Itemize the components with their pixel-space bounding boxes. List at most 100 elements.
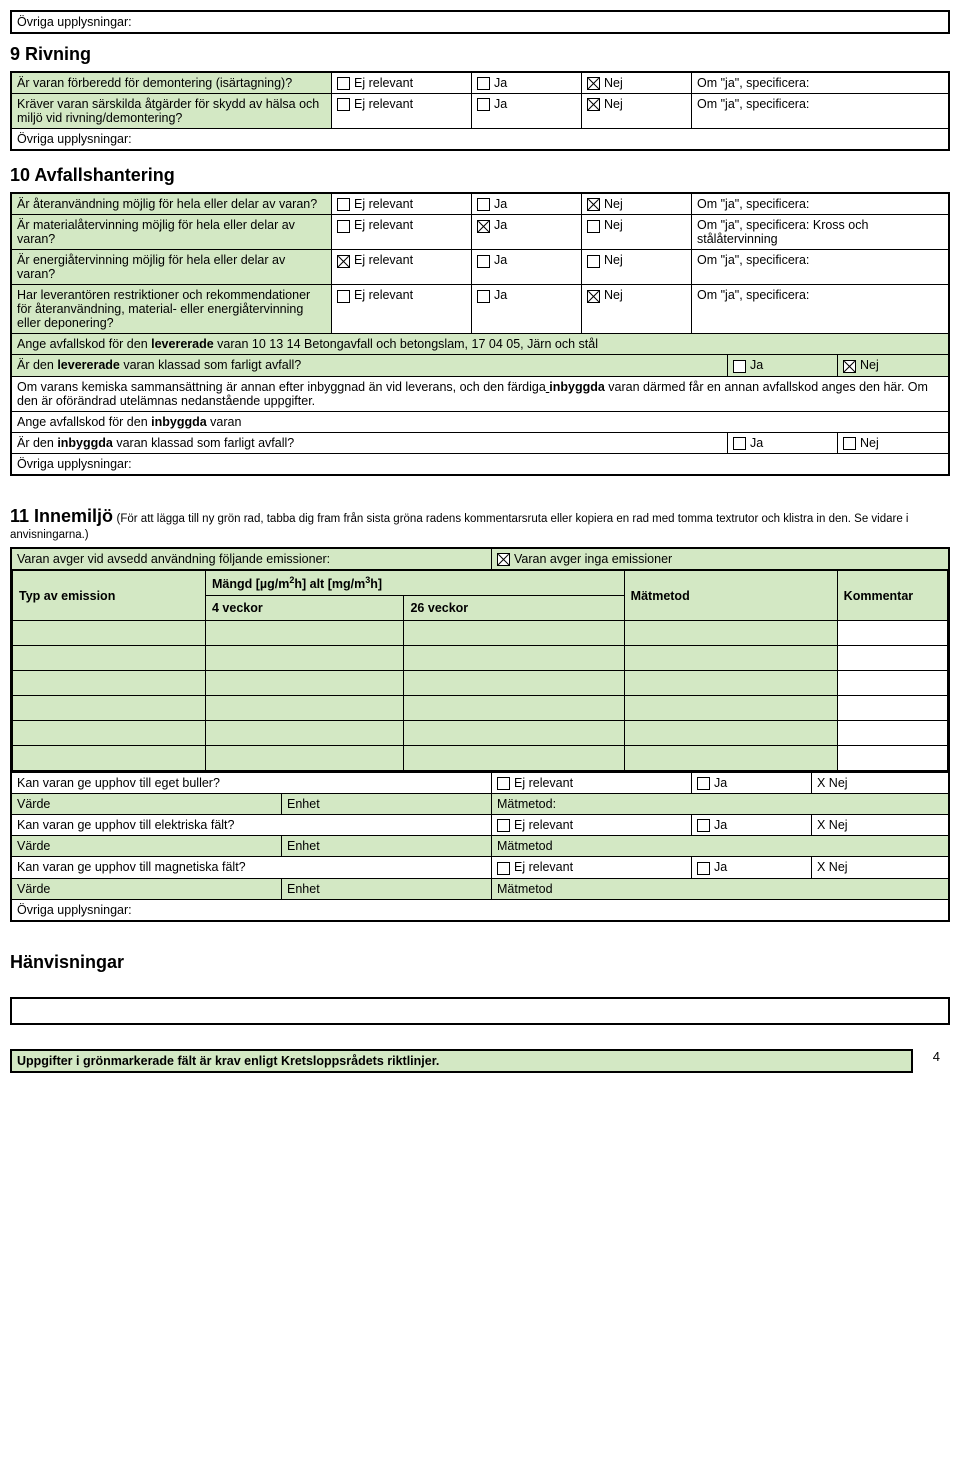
sec9-q1-ej-checkbox[interactable]: [337, 77, 350, 90]
sec10-ovriga: Övriga upplysningar:: [12, 454, 948, 474]
sec10-q1-nej-checkbox[interactable]: [587, 198, 600, 211]
q-buller-ja: Ja: [714, 776, 727, 790]
sec10-q4-ja: Ja: [494, 288, 507, 302]
q-elek-nej: X Nej: [812, 815, 948, 835]
sec10-q4-ej-checkbox[interactable]: [337, 290, 350, 303]
sec10-r8: Ange avfallskod för den inbyggda varan: [12, 412, 948, 432]
sec10-q4-text: Har leverantören restriktioner och rekom…: [12, 285, 332, 333]
emis-r2-c2[interactable]: [206, 646, 404, 671]
sec10-r8-bold: inbyggda: [151, 415, 207, 429]
sec10-r6-nej: Nej: [860, 358, 879, 372]
q-magn-ej-checkbox[interactable]: [497, 862, 510, 875]
emis-r3-c4[interactable]: [624, 671, 837, 696]
q-buller-ja-checkbox[interactable]: [697, 777, 710, 790]
sec10-q1-ej-checkbox[interactable]: [337, 198, 350, 211]
emis-r5-c2[interactable]: [206, 721, 404, 746]
emis-r6-c5[interactable]: [837, 746, 947, 771]
sec9-q2-ej-checkbox[interactable]: [337, 98, 350, 111]
sec9-q2-text: Kräver varan särskilda åtgärder för skyd…: [12, 94, 332, 128]
emis-r5-c3[interactable]: [404, 721, 624, 746]
sec10-r6-ja-checkbox[interactable]: [733, 360, 746, 373]
emis-r1-c5[interactable]: [837, 621, 947, 646]
emis-r6-c4[interactable]: [624, 746, 837, 771]
sec10-r5-prefix: Ange avfallskod för den: [17, 337, 151, 351]
emis-r6-c3[interactable]: [404, 746, 624, 771]
sec10-r6-bold: levererade: [57, 358, 120, 372]
q-elek-ej-checkbox[interactable]: [497, 819, 510, 832]
sec10-r6-nej-checkbox[interactable]: [843, 360, 856, 373]
sec10-r9-ja-checkbox[interactable]: [733, 437, 746, 450]
sec9-q2-ja-checkbox[interactable]: [477, 98, 490, 111]
sec10-q2-text: Är materialåtervinning möjlig för hela e…: [12, 215, 332, 249]
ovriga-label: Övriga upplysningar:: [17, 15, 132, 29]
sec9-q1-nej-checkbox[interactable]: [587, 77, 600, 90]
sec9-q1-ja-checkbox[interactable]: [477, 77, 490, 90]
emis-r5-c4[interactable]: [624, 721, 837, 746]
sec10-q3-ja-checkbox[interactable]: [477, 255, 490, 268]
emis-r5-c5[interactable]: [837, 721, 947, 746]
sec10-q1-ja: Ja: [494, 197, 507, 211]
sec10-q3-nej-checkbox[interactable]: [587, 255, 600, 268]
sec10-q2-ej-checkbox[interactable]: [337, 220, 350, 233]
sec10-r9-nej-checkbox[interactable]: [843, 437, 856, 450]
q-buller-text: Kan varan ge upphov till eget buller?: [12, 773, 492, 793]
emis-r1-c3[interactable]: [404, 621, 624, 646]
q-elek-ja-checkbox[interactable]: [697, 819, 710, 832]
emis-r4-c3[interactable]: [404, 696, 624, 721]
sec10-q4-ja-checkbox[interactable]: [477, 290, 490, 303]
emis-r1-c2[interactable]: [206, 621, 404, 646]
q-magn-ja-checkbox[interactable]: [697, 862, 710, 875]
sec10-q1-text: Är återanvändning möjlig för hela eller …: [12, 194, 332, 214]
sec9-q2-nej: Nej: [604, 97, 623, 111]
sec10-q2-nej-checkbox[interactable]: [587, 220, 600, 233]
emis-r6-c1[interactable]: [13, 746, 206, 771]
magn-enhet: Enhet: [282, 879, 492, 899]
emis-r4-c5[interactable]: [837, 696, 947, 721]
sec10-q2-ja-checkbox[interactable]: [477, 220, 490, 233]
sec10-q1-ej: Ej relevant: [354, 197, 413, 211]
th-v26: 26 veckor: [404, 596, 624, 621]
sec10-r9-text: Är den inbyggda varan klassad som farlig…: [12, 433, 728, 453]
sec10-q2-spec: Om "ja", specificera: Kross och stålåter…: [692, 215, 948, 249]
sec9-q2-spec: Om "ja", specificera:: [692, 94, 948, 128]
sec9-ovriga: Övriga upplysningar:: [12, 129, 948, 149]
ovriga-box: Övriga upplysningar:: [10, 10, 950, 34]
emis-r4-c1[interactable]: [13, 696, 206, 721]
sec9-q2-nej-checkbox[interactable]: [587, 98, 600, 111]
emis-r3-c1[interactable]: [13, 671, 206, 696]
emis-r3-c3[interactable]: [404, 671, 624, 696]
buller-enhet: Enhet: [282, 794, 492, 814]
sec10-r7-a: Om varans kemiska sammansättning är anna…: [17, 380, 928, 408]
sec10-q3-ej-checkbox[interactable]: [337, 255, 350, 268]
sec10-r8-suffix: varan: [207, 415, 242, 429]
sec10-r5-bold: levererade: [151, 337, 214, 351]
q-magn-text: Kan varan ge upphov till magnetiska fält…: [12, 857, 492, 877]
q-magn-ej: Ej relevant: [514, 860, 573, 874]
q-magn-ja: Ja: [714, 860, 727, 874]
emis-r4-c2[interactable]: [206, 696, 404, 721]
emis-r3-c2[interactable]: [206, 671, 404, 696]
sec10-r9-suffix: varan klassad som farligt avfall?: [113, 436, 294, 450]
emis-r3-c5[interactable]: [837, 671, 947, 696]
q-buller-ej-checkbox[interactable]: [497, 777, 510, 790]
sec10-q4-nej-checkbox[interactable]: [587, 290, 600, 303]
sec11-topright-checkbox[interactable]: [497, 553, 510, 566]
sec10-r9-nej: Nej: [860, 436, 879, 450]
sec11-title: 11 Innemiljö: [10, 506, 113, 526]
emis-r6-c2[interactable]: [206, 746, 404, 771]
sec10-q1-nej: Nej: [604, 197, 623, 211]
emis-r2-c1[interactable]: [13, 646, 206, 671]
sec10-r6-prefix: Är den: [17, 358, 57, 372]
emis-r4-c4[interactable]: [624, 696, 837, 721]
sec10-q1-ja-checkbox[interactable]: [477, 198, 490, 211]
emis-r1-c1[interactable]: [13, 621, 206, 646]
sec9-q1-ja: Ja: [494, 76, 507, 90]
emis-r2-c5[interactable]: [837, 646, 947, 671]
emis-r2-c3[interactable]: [404, 646, 624, 671]
emis-r5-c1[interactable]: [13, 721, 206, 746]
emis-r2-c4[interactable]: [624, 646, 837, 671]
footer-box: Uppgifter i grönmarkerade fält är krav e…: [10, 1049, 913, 1073]
emis-r1-c4[interactable]: [624, 621, 837, 646]
sec10-q4-spec: Om "ja", specificera:: [692, 285, 948, 333]
sec11: Varan avger vid avsedd användning följan…: [10, 547, 950, 922]
